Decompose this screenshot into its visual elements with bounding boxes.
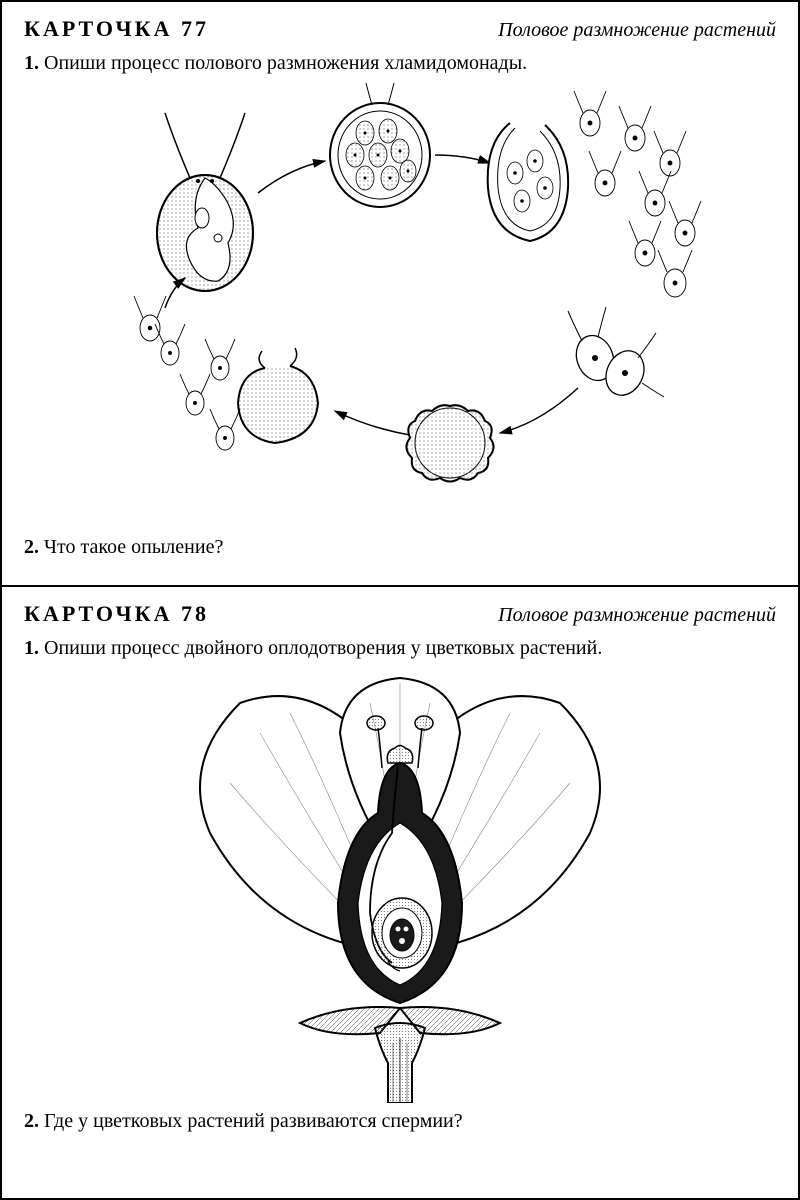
arrow-2 <box>435 155 490 163</box>
card-78-q2: 2. Где у цветковых растений развиваются … <box>24 1108 776 1135</box>
arrow-3 <box>500 388 578 433</box>
q1-number: 1. <box>24 52 39 74</box>
card-78-q1: 1. Опиши процесс двойного оплодотворения… <box>24 635 776 662</box>
arrow-4 <box>335 411 410 435</box>
card-77-q1: 1. Опиши процесс полового размножения хл… <box>24 50 776 77</box>
card-77-topic: Половое размножение растений <box>498 19 776 42</box>
cycle-svg <box>90 83 710 503</box>
card-78-topic: Половое размножение растений <box>498 604 776 627</box>
flower-section-diagram <box>24 668 776 1108</box>
q1-number-78: 1. <box>24 637 39 659</box>
stage-gamete-formation <box>330 83 430 207</box>
receptacle-stem <box>375 1023 425 1103</box>
stage-germination <box>180 339 318 450</box>
free-gametes <box>574 91 701 297</box>
stage-mature-cell <box>157 113 253 291</box>
card-78-header: КАРТОЧКА 78 Половое размножение растений <box>24 601 776 627</box>
stage-zygote <box>406 405 493 481</box>
stage-fusion <box>568 307 664 401</box>
chlamydomonas-cycle-diagram <box>24 83 776 503</box>
q1-text: Опиши процесс полового размножения хлами… <box>44 52 527 74</box>
arrow-1 <box>258 161 325 193</box>
worksheet-page: КАРТОЧКА 77 Половое размножение растений… <box>0 0 800 1200</box>
card-77-header: КАРТОЧКА 77 Половое размножение растений <box>24 16 776 42</box>
young-cells <box>134 296 185 365</box>
card-77-title: КАРТОЧКА 77 <box>24 16 209 42</box>
card-77: КАРТОЧКА 77 Половое размножение растений… <box>2 2 798 587</box>
card-78: КАРТОЧКА 78 Половое размножение растений… <box>2 587 798 1198</box>
q1-text-78: Опиши процесс двойного оплодотворения у … <box>44 637 602 659</box>
card-78-title: КАРТОЧКА 78 <box>24 601 209 627</box>
q2-text: Что такое опыление? <box>44 536 223 558</box>
card-77-q2: 2. Что такое опыление? <box>24 534 223 561</box>
q2-number: 2. <box>24 536 39 558</box>
stage-gamete-release <box>488 123 568 241</box>
q2-number-78: 2. <box>24 1110 39 1132</box>
flower-svg <box>170 673 630 1103</box>
q2-text-78: Где у цветковых растений развиваются спе… <box>44 1110 463 1132</box>
